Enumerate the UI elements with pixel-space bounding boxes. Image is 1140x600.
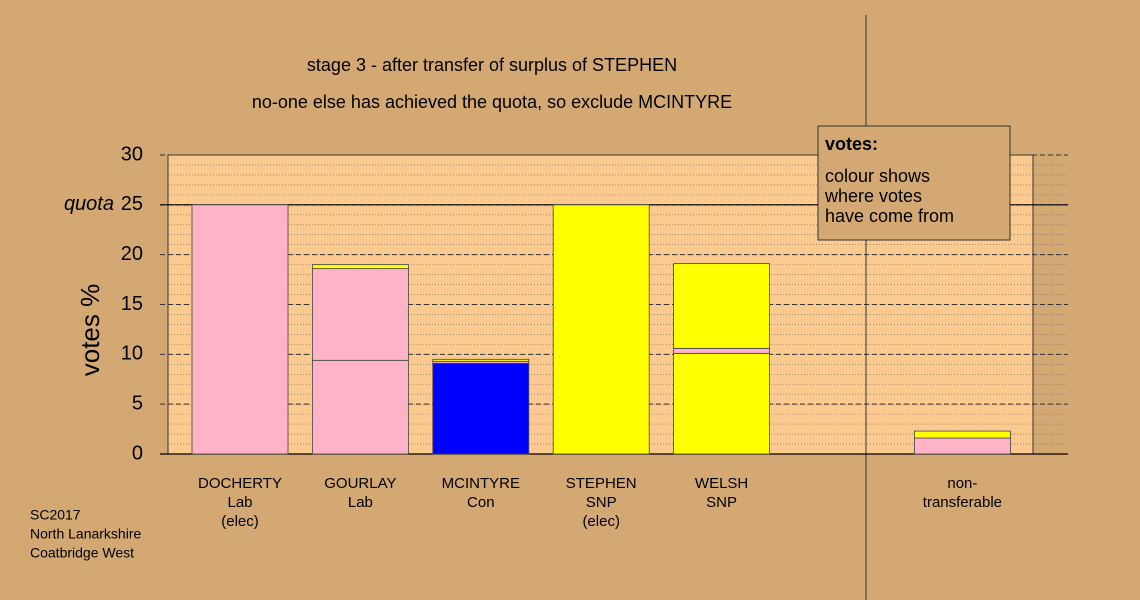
- y-tick-label: 20: [121, 243, 143, 265]
- x-tick-label: WELSH: [695, 475, 748, 492]
- y-tick-label: 30: [121, 143, 143, 165]
- footer: North Lanarkshire: [30, 526, 141, 542]
- note-box: [817, 125, 1011, 241]
- x-tick-label: transferable: [923, 494, 1002, 511]
- y-tick-label: 15: [121, 293, 143, 315]
- bar-segment: [673, 347, 770, 354]
- footer: SC2017: [30, 507, 81, 523]
- y-tick-label: 10: [121, 343, 143, 365]
- note-title: votes:: [825, 134, 878, 154]
- bar-segment: [673, 263, 770, 349]
- note-line: colour shows: [825, 166, 930, 186]
- bar-segment: [914, 430, 1011, 439]
- quota-label: quota: [64, 193, 114, 215]
- x-tick-label: Lab: [227, 494, 252, 511]
- bar-segment: [311, 359, 409, 455]
- bar-segment: [914, 437, 1011, 455]
- x-tick-label: Con: [467, 494, 495, 511]
- x-tick-label: STEPHEN: [566, 475, 637, 492]
- x-tick-label: DOCHERTY: [198, 475, 282, 492]
- y-tick-label: 5: [132, 392, 143, 414]
- bar-segment: [673, 352, 770, 455]
- footer: Coatbridge West: [30, 545, 134, 561]
- bar-segment: [432, 358, 530, 362]
- x-tick-label: (elec): [582, 513, 620, 530]
- x-tick-label: MCINTYRE: [442, 475, 520, 492]
- note-line: have come from: [825, 206, 954, 226]
- y-tick-label: 25: [121, 193, 143, 215]
- y-tick-label: 0: [132, 442, 143, 464]
- x-tick-label: GOURLAY: [324, 475, 396, 492]
- bar-segment: [432, 362, 530, 455]
- bar-segment: [311, 264, 409, 270]
- bar-segment: [191, 204, 289, 455]
- x-tick-label: non-: [947, 475, 977, 492]
- y-axis-label: votes %: [75, 284, 105, 377]
- bar-segment: [311, 268, 409, 361]
- bar-segment: [552, 204, 650, 455]
- chart-subtitle: no-one else has achieved the quota, so e…: [252, 92, 732, 112]
- x-tick-label: SNP: [586, 494, 617, 511]
- note-line: where votes: [824, 186, 922, 206]
- chart-title: stage 3 - after transfer of surplus of S…: [307, 55, 677, 75]
- x-tick-label: (elec): [221, 513, 259, 530]
- x-tick-label: Lab: [348, 494, 373, 511]
- x-tick-label: SNP: [706, 494, 737, 511]
